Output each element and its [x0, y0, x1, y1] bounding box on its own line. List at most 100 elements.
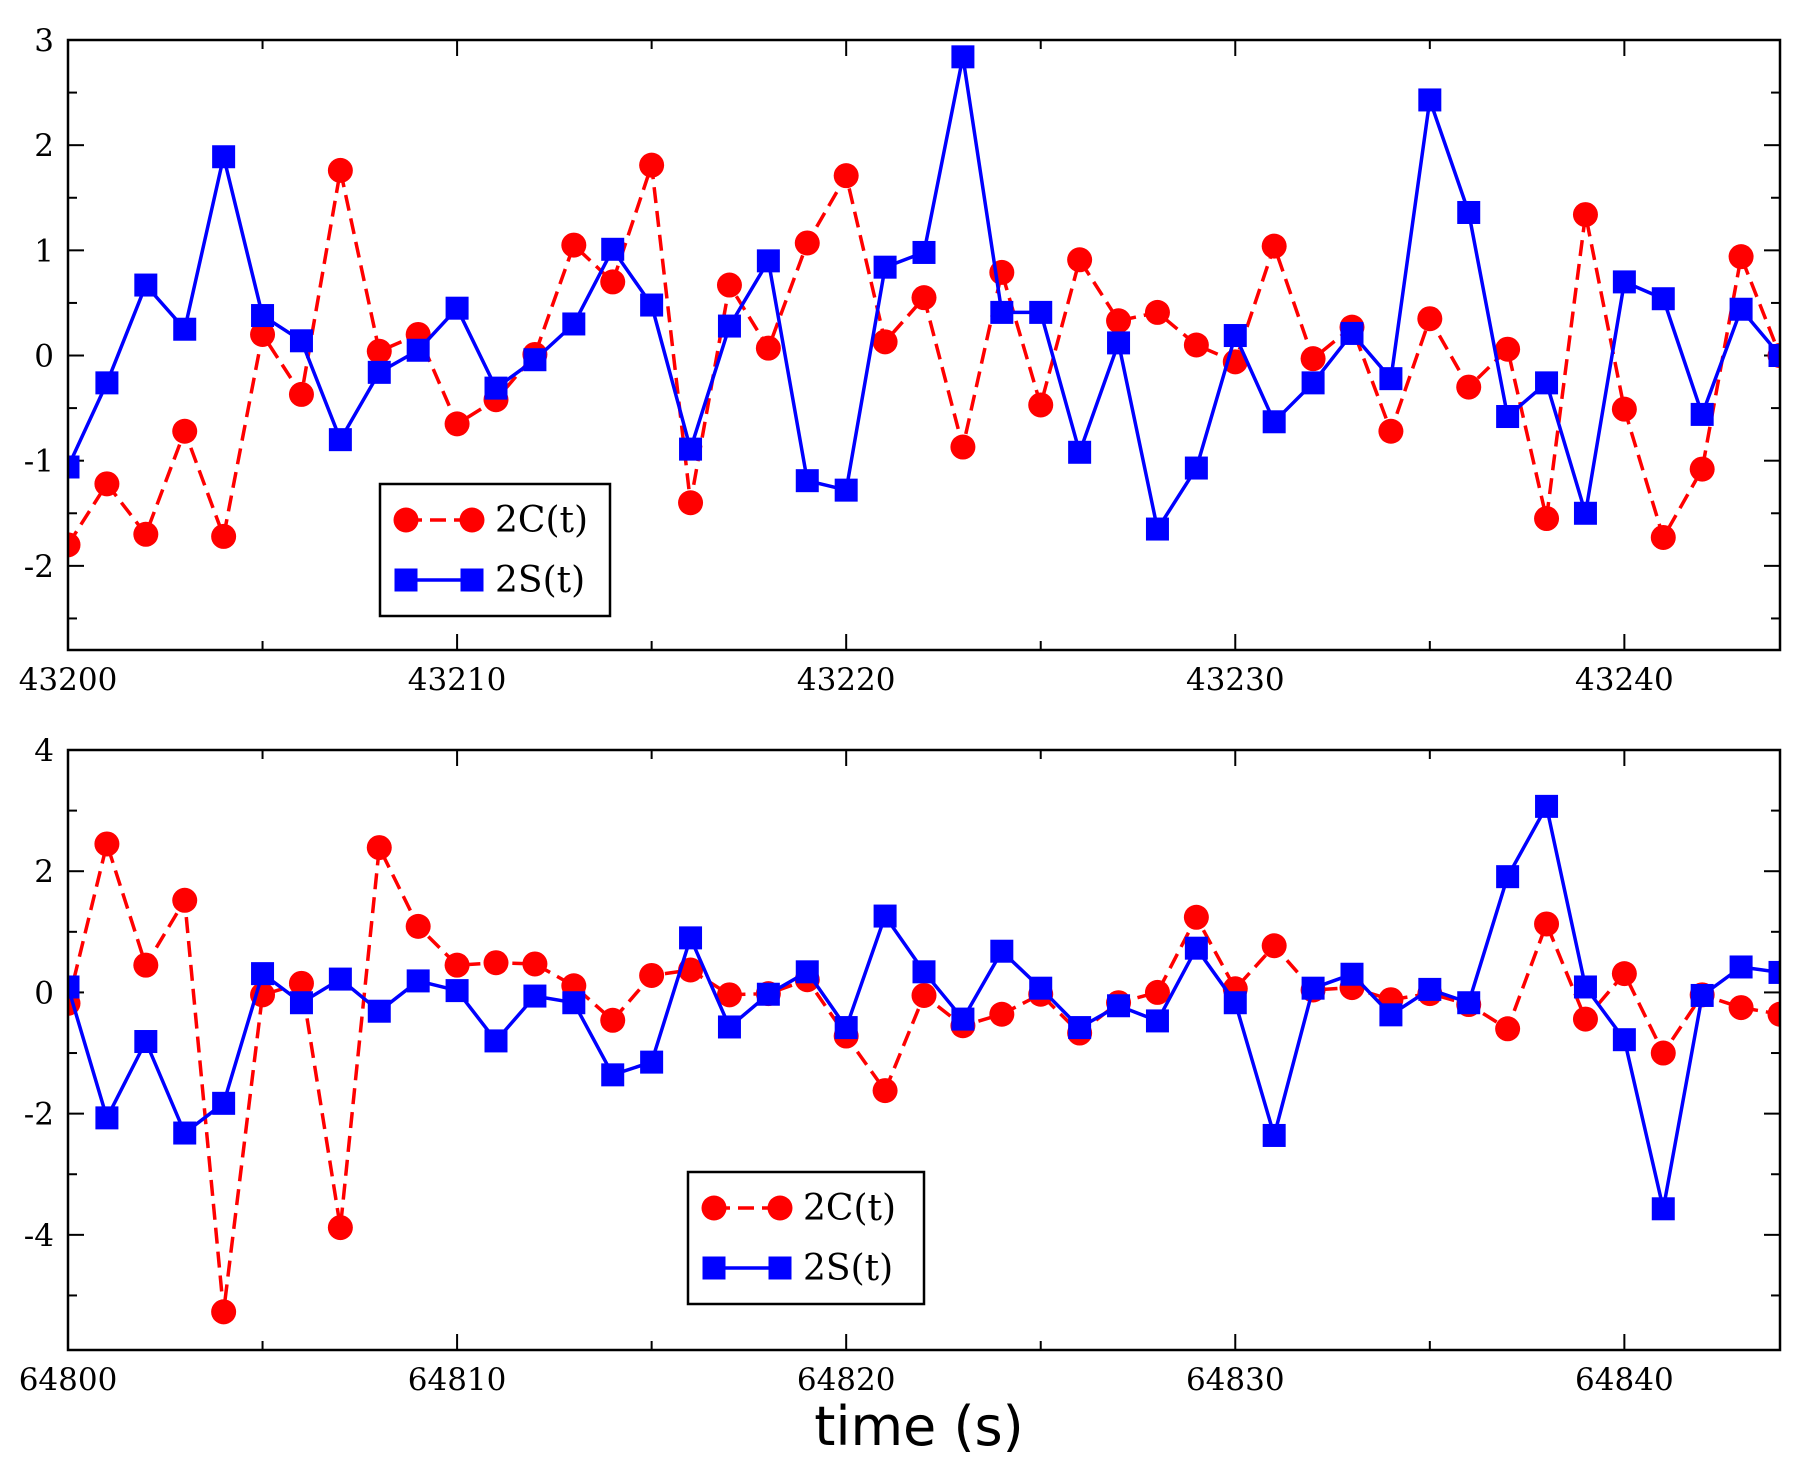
data-point-2st — [1457, 991, 1481, 1015]
data-point-2ct — [1495, 336, 1521, 362]
legend: 2C(t) 2S(t) — [378, 482, 612, 618]
data-point-2ct — [211, 1299, 237, 1325]
data-point-2st — [640, 293, 664, 317]
data-point-2ct — [1067, 247, 1093, 273]
data-point-2st — [795, 469, 819, 493]
data-point-2ct — [68, 532, 81, 558]
y-tick-label: 2 — [34, 854, 54, 890]
data-point-2st — [1340, 321, 1364, 345]
data-point-2st — [367, 999, 391, 1023]
data-point-2ct — [133, 952, 159, 978]
data-point-2ct — [1144, 979, 1170, 1005]
data-point-2ct — [1417, 306, 1443, 332]
data-point-2ct — [716, 272, 742, 298]
data-point-2st — [1690, 983, 1714, 1007]
legend-marker-2ct — [393, 507, 419, 533]
data-point-2st — [95, 1106, 119, 1130]
data-point-2ct — [444, 952, 470, 978]
data-point-2st — [1145, 1009, 1169, 1033]
data-point-2ct — [522, 951, 548, 977]
data-point-2ct — [911, 285, 937, 311]
data-point-2ct — [1689, 456, 1715, 482]
x-tick-label: 64820 — [797, 1362, 896, 1398]
data-point-2st — [562, 991, 586, 1015]
data-point-2st — [1573, 975, 1597, 999]
data-point-2ct — [327, 1215, 353, 1241]
data-point-2st — [523, 984, 547, 1008]
data-point-2st — [1379, 1003, 1403, 1027]
data-point-2st — [990, 300, 1014, 324]
data-point-2st — [289, 329, 313, 353]
data-point-2st — [134, 273, 158, 297]
data-point-2st — [1729, 955, 1753, 979]
data-point-2st — [212, 1091, 236, 1115]
data-point-2st — [795, 960, 819, 984]
legend-marker-2st — [460, 568, 484, 592]
data-point-2st — [445, 296, 469, 320]
data-point-2ct — [1611, 961, 1637, 987]
y-tick-label: 4 — [34, 733, 54, 769]
legend: 2C(t) 2S(t) — [686, 1170, 926, 1306]
data-point-2st — [1262, 1123, 1286, 1147]
data-point-2st — [1496, 405, 1520, 429]
data-point-2st — [1496, 865, 1520, 889]
legend-box — [686, 1170, 926, 1306]
data-point-2st — [251, 304, 275, 328]
data-point-2st — [990, 939, 1014, 963]
bottom-panel: 64800 64810 64820 64830 64840 -4 -2 0 2 4 2C(t) 2S(… — [19, 733, 1782, 1398]
y-tick-label: 0 — [34, 975, 54, 1011]
x-axis-label: time (s) — [814, 1395, 1023, 1458]
data-point-2st — [328, 967, 352, 991]
data-point-2st — [679, 437, 703, 461]
x-tick-label: 64800 — [19, 1362, 118, 1398]
data-point-2ct — [94, 471, 120, 497]
data-point-2st — [251, 962, 275, 986]
y-tick-label: 3 — [34, 23, 54, 59]
data-point-2st — [756, 249, 780, 273]
data-point-2st — [951, 1007, 975, 1031]
data-point-2st — [873, 255, 897, 279]
legend-label-2ct: 2C(t) — [803, 1188, 896, 1229]
data-point-2ct — [1728, 995, 1754, 1021]
data-point-2st — [68, 455, 80, 479]
data-point-2ct — [600, 269, 626, 295]
legend-marker-2st — [768, 1256, 792, 1280]
data-point-2ct — [561, 232, 587, 258]
x-tick-label: 43240 — [1575, 662, 1674, 698]
data-point-2ct — [833, 163, 859, 189]
data-point-2ct — [1183, 332, 1209, 358]
x-tick-label: 64840 — [1575, 1362, 1674, 1398]
y-tick-label: -2 — [24, 549, 54, 585]
data-point-2st — [1223, 991, 1247, 1015]
data-point-2st — [1457, 200, 1481, 224]
data-point-2ct — [483, 950, 509, 976]
data-point-2st — [562, 312, 586, 336]
data-point-2ct — [1300, 346, 1326, 372]
data-point-2st — [1535, 794, 1559, 818]
data-point-2st — [289, 991, 313, 1015]
data-point-2ct — [405, 913, 431, 939]
legend-label-2st: 2S(t) — [803, 1248, 893, 1289]
data-point-2st — [1612, 1028, 1636, 1052]
data-point-2ct — [288, 970, 314, 996]
data-point-2ct — [872, 329, 898, 355]
data-point-2ct — [1261, 233, 1287, 259]
data-point-2st — [1029, 976, 1053, 1000]
y-tick-label: 0 — [34, 339, 54, 375]
y-tick-label: 1 — [34, 233, 54, 269]
data-point-2st — [95, 371, 119, 395]
data-point-2st — [212, 145, 236, 169]
data-point-2st — [1573, 501, 1597, 525]
data-point-2st — [1223, 324, 1247, 348]
data-point-2st — [1768, 960, 1780, 984]
series-line-2ct — [68, 163, 1780, 546]
data-point-2ct — [366, 835, 392, 861]
data-point-2st — [1068, 1016, 1092, 1040]
data-point-2ct — [288, 381, 314, 407]
data-point-2st — [523, 348, 547, 372]
data-point-2ct — [639, 152, 665, 178]
legend-marker-2ct — [701, 1195, 727, 1221]
data-point-2ct — [1028, 392, 1054, 418]
legend-label-2st: 2S(t) — [495, 560, 585, 601]
legend-marker-2st — [702, 1256, 726, 1280]
